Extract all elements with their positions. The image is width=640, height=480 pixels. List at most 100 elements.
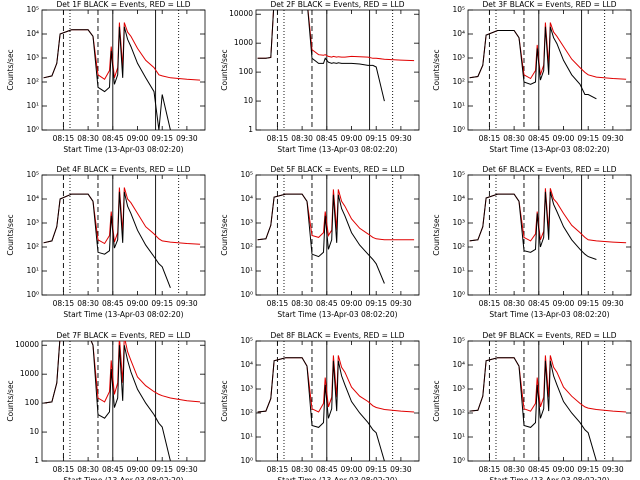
series-line (469, 26, 597, 100)
x-tick-label: 08:30 (503, 134, 525, 143)
x-tick-label: 08:30 (77, 134, 99, 143)
panel-title: Det 4F BLACK = Events, RED = LLD (57, 165, 191, 174)
x-tick-label: 09:15 (365, 465, 387, 474)
series-line (257, 10, 385, 102)
x-tick-label: 09:00 (127, 465, 149, 474)
plot-frame (41, 174, 206, 296)
y-tick-label: 10 (29, 427, 39, 436)
x-tick-label: 09:00 (127, 134, 149, 143)
x-axis-title: Start Time (13-Apr-03 08:02:20) (489, 310, 609, 319)
y-tick-label: 10⁵ (240, 336, 253, 345)
x-axis-title: Start Time (13-Apr-03 08:02:20) (63, 476, 183, 480)
y-tick-label: 100 (25, 398, 40, 407)
panel: Det 9F BLACK = Events, RED = LLD Start Ti… (432, 331, 632, 480)
y-tick-label: 10³ (26, 53, 39, 62)
y-tick-label: 10 (243, 96, 253, 105)
y-axis-title: Counts/sec (220, 214, 229, 255)
panel-title: Det 5F BLACK = Events, RED = LLD (271, 165, 405, 174)
plot-frame (467, 340, 632, 462)
x-tick-label: 09:30 (390, 465, 412, 474)
x-tick-label: 09:00 (341, 134, 363, 143)
y-tick-label: 10⁵ (452, 170, 465, 179)
y-tick-label: 10⁰ (452, 290, 465, 299)
y-tick-label: 10⁰ (240, 456, 253, 465)
panel: Det 3F BLACK = Events, RED = LLD Start Ti… (432, 0, 632, 154)
series-line (469, 357, 597, 461)
y-tick-label: 10² (240, 242, 253, 251)
x-tick-label: 08:45 (102, 299, 124, 308)
x-tick-label: 08:15 (53, 134, 75, 143)
plot-frame (255, 9, 420, 131)
y-tick-label: 10² (26, 77, 39, 86)
y-tick-label: 10⁴ (26, 194, 39, 203)
x-tick-label: 08:30 (291, 465, 313, 474)
y-tick-label: 10000 (229, 9, 253, 18)
x-tick-label: 09:15 (365, 134, 387, 143)
x-tick-label: 08:15 (53, 465, 75, 474)
series-line (43, 26, 171, 130)
y-tick-label: 10² (452, 242, 465, 251)
plot-frame (467, 174, 632, 296)
x-tick-label: 08:30 (291, 134, 313, 143)
panel: Det 2F BLACK = Events, RED = LLD Start Ti… (220, 0, 420, 154)
x-tick-label: 08:30 (77, 465, 99, 474)
y-axis-title: Counts/sec (6, 49, 15, 90)
x-tick-label: 09:30 (176, 465, 198, 474)
x-axis-title: Start Time (13-Apr-03 08:02:20) (277, 145, 397, 154)
plot-frame (41, 9, 206, 131)
x-tick-label: 08:30 (77, 299, 99, 308)
x-tick-label: 09:30 (602, 134, 624, 143)
x-tick-label: 09:15 (151, 465, 173, 474)
y-tick-label: 10³ (452, 53, 465, 62)
x-tick-label: 09:30 (390, 134, 412, 143)
y-tick-label: 10⁰ (26, 125, 39, 134)
y-tick-label: 10¹ (452, 432, 465, 441)
x-axis-title: Start Time (13-Apr-03 08:02:20) (277, 476, 397, 480)
x-tick-label: 09:00 (553, 134, 575, 143)
y-axis-title: Counts/sec (220, 380, 229, 421)
y-tick-label: 10⁴ (452, 194, 465, 203)
y-tick-label: 10⁰ (452, 125, 465, 134)
x-tick-label: 08:45 (528, 134, 550, 143)
y-tick-label: 10¹ (240, 266, 253, 275)
x-tick-label: 09:15 (151, 134, 173, 143)
x-tick-label: 09:00 (341, 299, 363, 308)
x-tick-label: 08:45 (528, 465, 550, 474)
y-tick-label: 10¹ (240, 432, 253, 441)
x-axis-title: Start Time (13-Apr-03 08:02:20) (63, 145, 183, 154)
panel: Det 4F BLACK = Events, RED = LLD Start Ti… (6, 165, 206, 319)
panel: Det 1F BLACK = Events, RED = LLD Start Ti… (6, 0, 206, 154)
panel-title: Det 9F BLACK = Events, RED = LLD (483, 331, 617, 340)
panel-title: Det 6F BLACK = Events, RED = LLD (483, 165, 617, 174)
y-tick-label: 10⁵ (26, 170, 39, 179)
x-tick-label: 08:15 (267, 299, 289, 308)
x-tick-label: 09:15 (577, 134, 599, 143)
y-tick-label: 10³ (240, 384, 253, 393)
series-line (469, 191, 597, 260)
series-line (43, 341, 171, 461)
y-tick-label: 10⁴ (240, 194, 253, 203)
x-tick-label: 08:45 (102, 465, 124, 474)
x-tick-label: 08:15 (479, 134, 501, 143)
y-tick-label: 10⁵ (452, 336, 465, 345)
panel-title: Det 8F BLACK = Events, RED = LLD (271, 331, 405, 340)
series-line (469, 22, 627, 80)
x-tick-label: 08:15 (53, 299, 75, 308)
panel-title: Det 7F BLACK = Events, RED = LLD (57, 331, 191, 340)
y-tick-label: 100 (239, 67, 254, 76)
panel-title: Det 1F BLACK = Events, RED = LLD (57, 0, 191, 9)
plot-frame (255, 340, 420, 462)
x-axis-title: Start Time (13-Apr-03 08:02:20) (489, 145, 609, 154)
x-tick-label: 08:45 (102, 134, 124, 143)
y-axis-title: Counts/sec (432, 49, 441, 90)
y-tick-label: 10⁰ (240, 290, 253, 299)
x-tick-label: 09:30 (390, 299, 412, 308)
x-tick-label: 09:00 (553, 299, 575, 308)
y-tick-label: 10⁴ (240, 360, 253, 369)
y-tick-label: 10¹ (452, 101, 465, 110)
x-tick-label: 09:15 (151, 299, 173, 308)
y-tick-label: 1000 (20, 369, 39, 378)
y-tick-label: 10⁰ (452, 456, 465, 465)
series-line (257, 357, 385, 461)
y-tick-label: 10² (240, 408, 253, 417)
